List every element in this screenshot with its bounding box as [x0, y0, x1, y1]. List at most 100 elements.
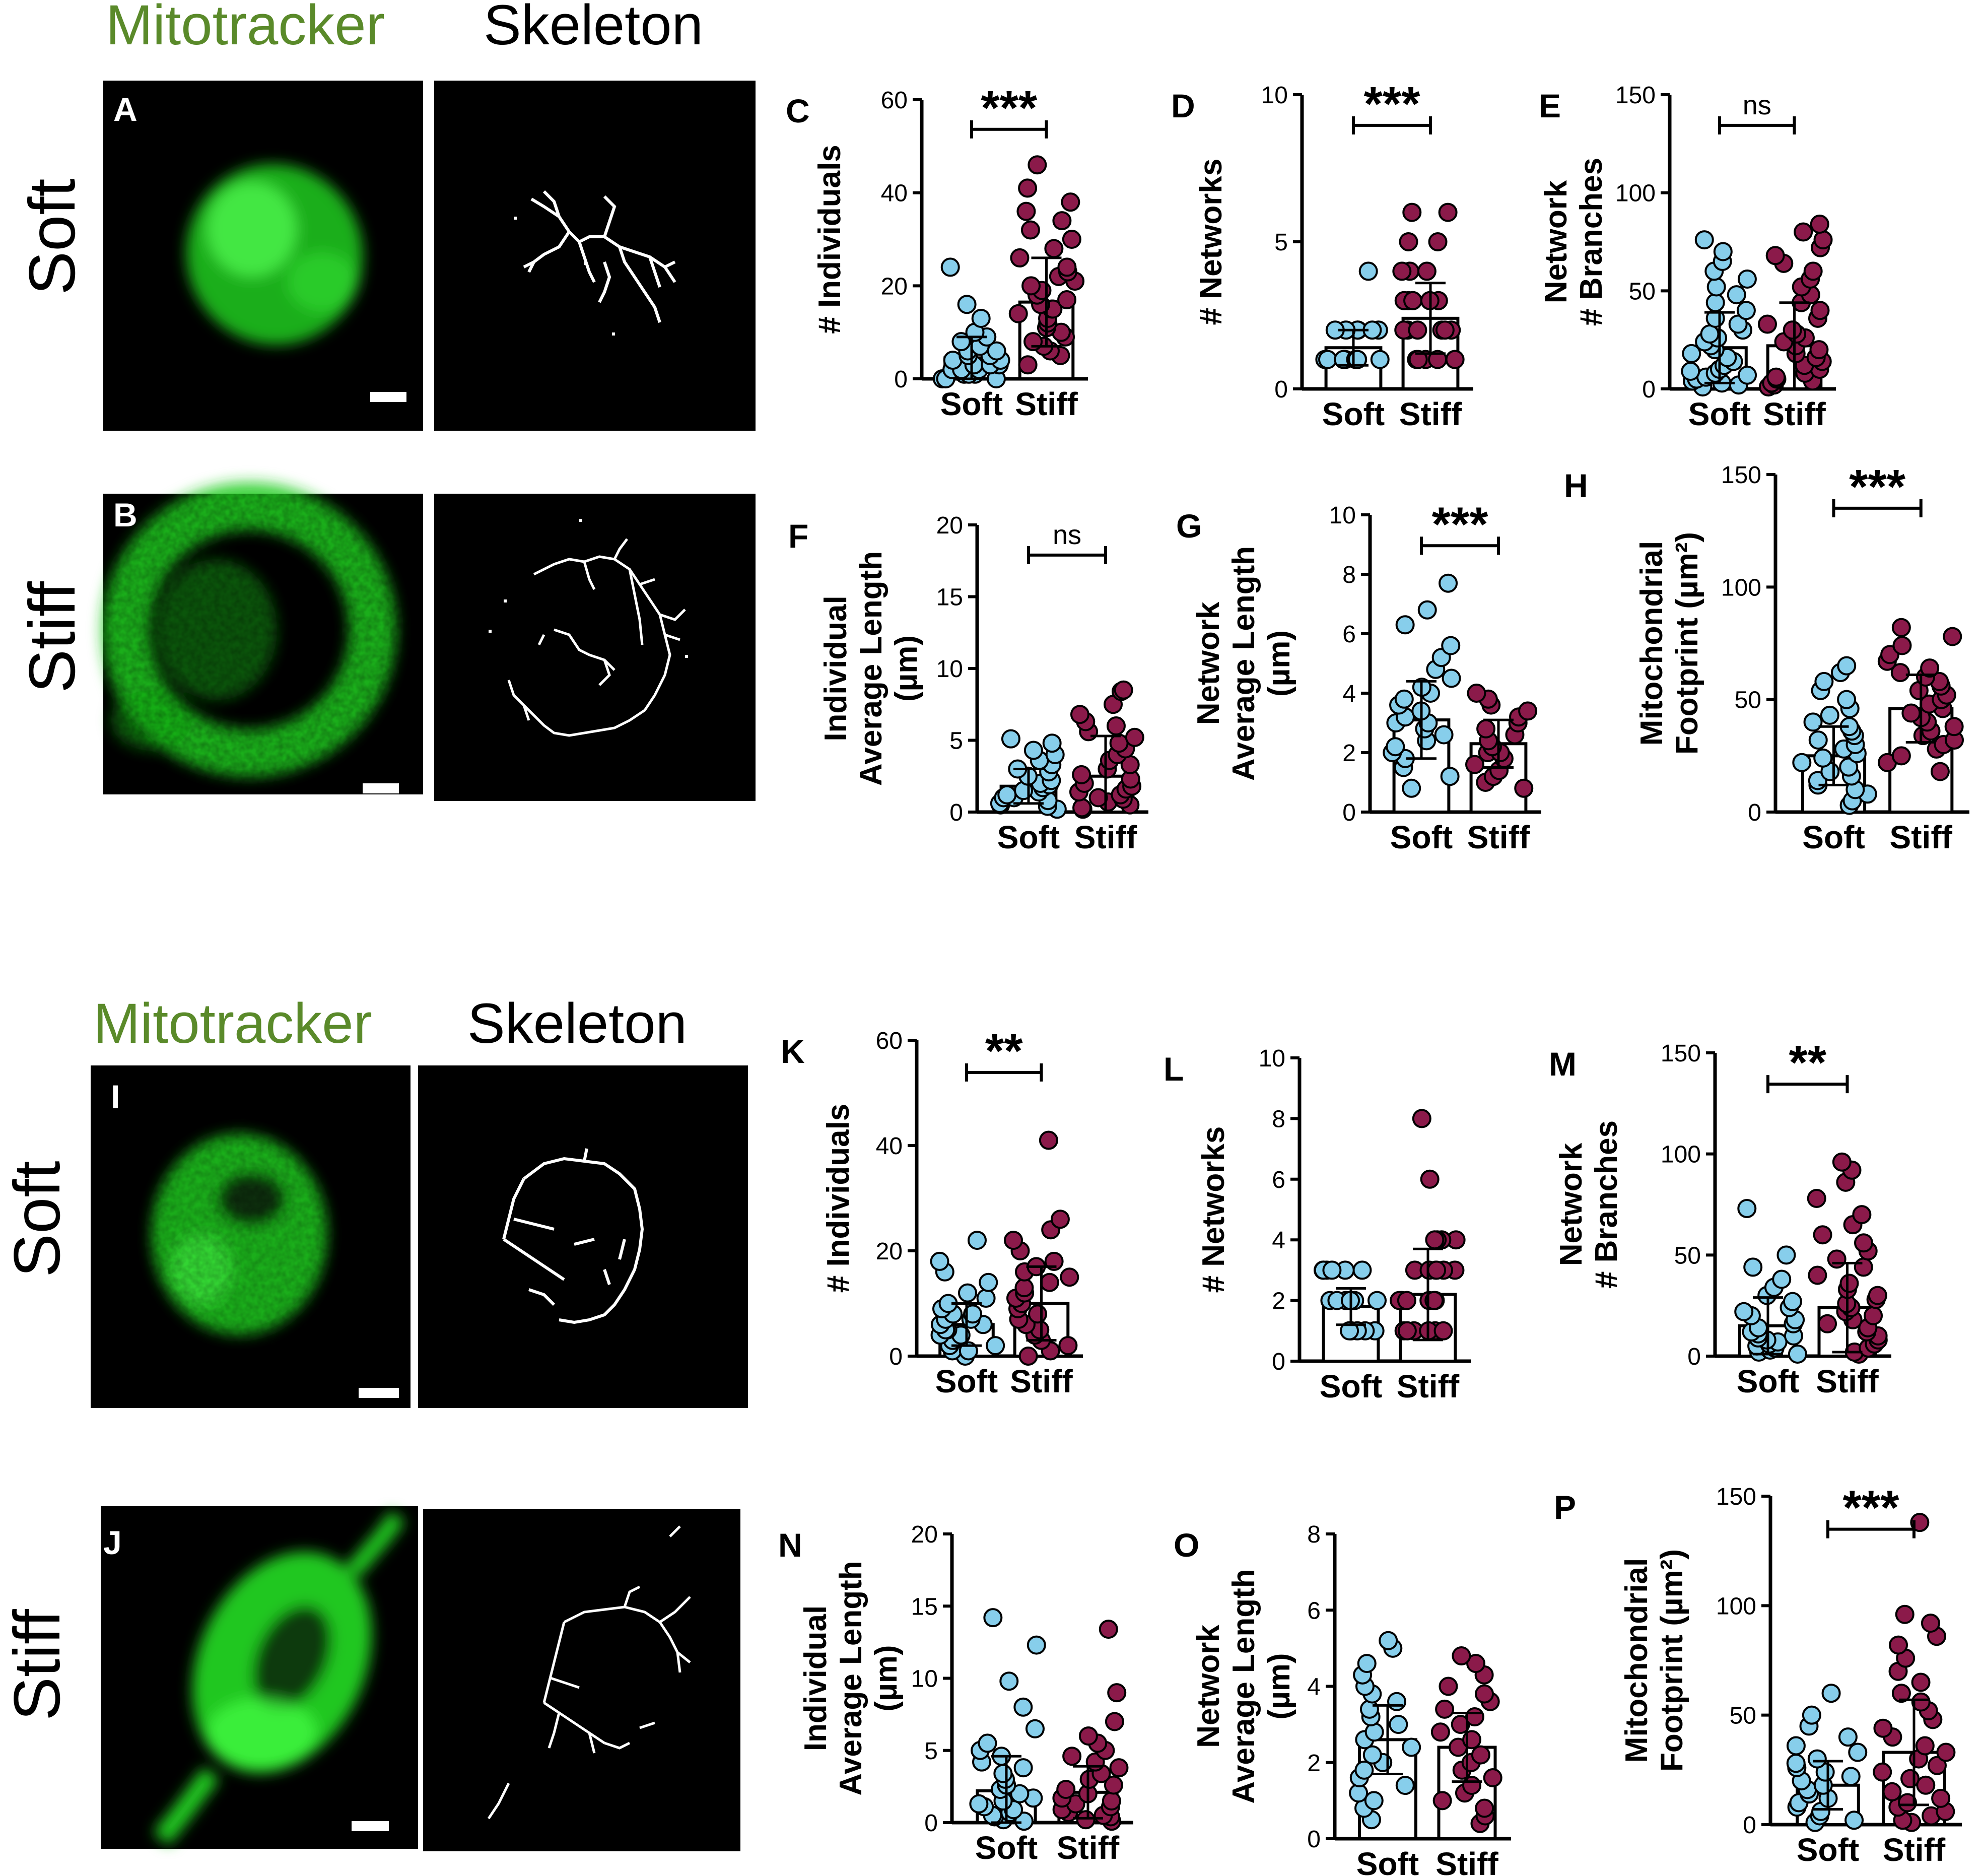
point-stiff	[1757, 314, 1777, 334]
point-soft	[1441, 636, 1461, 655]
y-axis-label: # Individuals	[812, 145, 847, 334]
point-stiff	[1873, 1762, 1892, 1782]
point-stiff	[1889, 1635, 1908, 1655]
point-soft	[1838, 1727, 1858, 1747]
category-label-stiff: Stiff	[1015, 386, 1078, 422]
header-mitotracker-1: Mitotracker	[106, 0, 385, 56]
panel-label-b: B	[113, 496, 138, 533]
point-stiff	[1018, 178, 1038, 198]
header-skeleton-2: Skeleton	[467, 992, 687, 1055]
point-soft	[1802, 1705, 1821, 1725]
chart-o: O 0 2 4 6 8 Network Average Length (µm) Soft Stiff	[1174, 1521, 1511, 1876]
category-label-soft: Soft	[940, 386, 1003, 422]
point-soft	[1402, 778, 1421, 798]
y-axis-label: Footprint (µm²)	[1670, 532, 1704, 755]
y-tick-label: 50	[1735, 687, 1761, 714]
significance-label: ***	[1842, 1481, 1899, 1535]
y-tick-label: 0	[1342, 799, 1356, 826]
y-tick-label: 10	[1329, 502, 1356, 529]
y-axis-label: (µm)	[889, 635, 924, 702]
point-stiff	[1003, 1231, 1023, 1250]
y-axis-label: Mitochondrial	[1619, 1558, 1654, 1763]
y-tick-label: 60	[881, 87, 908, 114]
point-soft	[1013, 1758, 1033, 1778]
point-stiff	[1397, 1321, 1417, 1341]
point-soft	[1776, 1245, 1796, 1265]
panel-label-h: H	[1564, 467, 1588, 504]
y-axis-label: (µm)	[1262, 630, 1296, 697]
y-tick-label: 20	[876, 1238, 903, 1265]
y-tick-label: 0	[889, 1344, 903, 1370]
chart-l: L 0 2 4 6 8 10 # Networks Soft Stiff	[1164, 1045, 1471, 1404]
point-stiff	[1106, 716, 1126, 735]
point-stiff	[1891, 618, 1911, 637]
point-soft	[1025, 1719, 1045, 1738]
significance-label: ns	[1743, 90, 1771, 120]
y-tick-label: 20	[936, 512, 963, 539]
panel-label-n: N	[778, 1526, 802, 1564]
y-tick-label: 150	[1615, 82, 1656, 109]
point-stiff	[1832, 1152, 1852, 1172]
point-stiff	[1018, 1347, 1038, 1366]
chart-k: K 0 20 40 60 # Individuals Soft Stiff **	[781, 1024, 1083, 1399]
y-axis-label: Network	[1191, 1625, 1226, 1748]
point-stiff	[1944, 717, 1964, 736]
point-soft	[1705, 293, 1725, 312]
point-stiff	[1078, 1726, 1098, 1746]
point-stiff	[1109, 1758, 1129, 1778]
panel-label-o: O	[1174, 1526, 1199, 1564]
point-stiff	[1058, 1336, 1078, 1356]
point-stiff	[1794, 222, 1813, 242]
point-stiff	[1016, 202, 1036, 221]
point-soft	[967, 1231, 987, 1250]
chart-d: D 0 5 10 # Networks Soft Stiff ***	[1171, 77, 1473, 432]
point-soft	[1439, 573, 1458, 593]
category-label-soft: Soft	[1356, 1846, 1419, 1876]
point-stiff	[1439, 1677, 1458, 1696]
y-axis-label: # Individuals	[821, 1104, 856, 1293]
point-soft	[1023, 741, 1043, 760]
point-soft	[1010, 1784, 1030, 1803]
point-soft	[1434, 725, 1454, 745]
point-soft	[1837, 656, 1857, 676]
category-label-stiff: Stiff	[1435, 1846, 1498, 1876]
point-stiff	[1900, 1769, 1920, 1788]
y-tick-label: 15	[936, 584, 963, 611]
point-stiff	[1076, 1810, 1096, 1830]
point-stiff	[1465, 755, 1485, 774]
point-soft	[958, 1283, 977, 1303]
category-label-stiff: Stiff	[1467, 819, 1530, 855]
panel-label-k: K	[781, 1033, 805, 1070]
point-stiff	[1808, 1265, 1827, 1285]
y-tick-label: 5	[949, 728, 963, 755]
category-label-soft: Soft	[975, 1830, 1038, 1866]
point-soft	[1417, 600, 1437, 620]
chart-f: F 0 5 10 15 20 Individual Average Length (µm) Sof…	[788, 512, 1148, 855]
point-stiff	[1040, 1272, 1059, 1292]
point-soft	[1844, 1811, 1864, 1830]
point-soft	[1370, 350, 1390, 369]
significance-label: **	[1789, 1036, 1826, 1090]
point-stiff	[1920, 658, 1940, 678]
point-stiff	[1783, 320, 1802, 340]
point-soft	[1813, 748, 1833, 768]
significance-label: ns	[1053, 520, 1081, 550]
y-axis-label: # Networks	[1194, 159, 1228, 325]
point-stiff	[1125, 727, 1144, 747]
point-soft	[1706, 277, 1726, 297]
point-soft	[1357, 1654, 1377, 1673]
y-tick-label: 5	[1274, 229, 1288, 256]
y-axis-label: Network	[1191, 601, 1226, 725]
category-label-soft: Soft	[997, 819, 1060, 855]
point-stiff	[1102, 1791, 1121, 1811]
point-soft	[1736, 301, 1756, 320]
y-tick-label: 150	[1721, 462, 1761, 489]
y-tick-label: 2	[1307, 1750, 1321, 1777]
point-stiff	[1476, 719, 1496, 739]
y-axis-label: Mitochondrial	[1634, 541, 1669, 746]
point-stiff	[1911, 1692, 1931, 1712]
point-stiff	[1864, 1306, 1883, 1325]
point-stiff	[1397, 1291, 1416, 1310]
point-stiff	[1471, 1745, 1490, 1765]
point-stiff	[1438, 203, 1458, 222]
